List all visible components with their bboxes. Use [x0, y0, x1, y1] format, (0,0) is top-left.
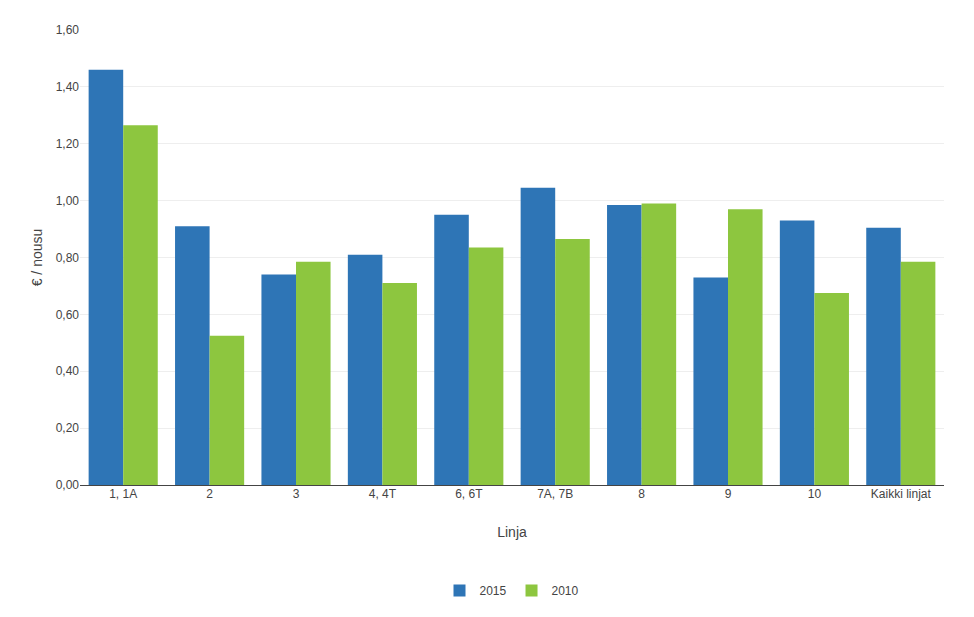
svg-text:4, 4T: 4, 4T [369, 487, 397, 501]
svg-text:0,60: 0,60 [56, 308, 80, 322]
svg-text:1,60: 1,60 [56, 23, 80, 37]
svg-text:€ / nousu: € / nousu [29, 229, 45, 287]
svg-text:2015: 2015 [480, 584, 507, 598]
svg-text:2: 2 [206, 487, 213, 501]
svg-text:1,40: 1,40 [56, 80, 80, 94]
svg-text:0,00: 0,00 [56, 478, 80, 492]
svg-text:0,40: 0,40 [56, 364, 80, 378]
svg-text:7A, 7B: 7A, 7B [537, 487, 573, 501]
svg-text:0,20: 0,20 [56, 421, 80, 435]
svg-text:Kaikki linjat: Kaikki linjat [871, 487, 932, 501]
svg-text:6, 6T: 6, 6T [455, 487, 483, 501]
svg-text:10: 10 [808, 487, 822, 501]
svg-text:0,80: 0,80 [56, 251, 80, 265]
svg-text:1,20: 1,20 [56, 137, 80, 151]
svg-text:1,00: 1,00 [56, 194, 80, 208]
svg-text:9: 9 [725, 487, 732, 501]
svg-text:8: 8 [638, 487, 645, 501]
svg-text:2010: 2010 [552, 584, 579, 598]
svg-text:3: 3 [293, 487, 300, 501]
svg-text:1, 1A: 1, 1A [109, 487, 137, 501]
svg-text:Linja: Linja [497, 524, 527, 540]
